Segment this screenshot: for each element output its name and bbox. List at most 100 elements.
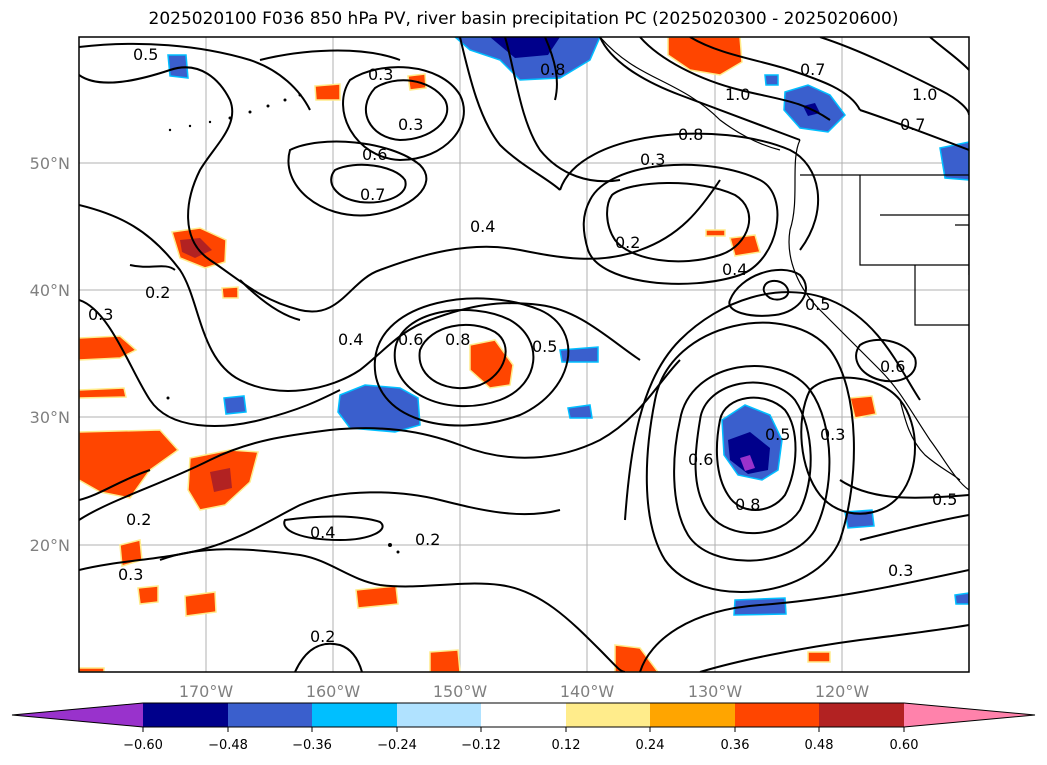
pv-contour [859,514,969,541]
precip-pos-region [849,395,877,419]
contour-label: 0.6 [688,450,713,469]
precip-pos-region [667,37,743,76]
contour-label: 0.4 [470,217,495,236]
contour-label: 0.7 [900,115,925,134]
pv-contour [699,624,969,672]
precip-pos-region [807,651,831,663]
contour-label: 0.4 [310,523,335,542]
precip-pos-region [79,335,138,361]
contour-label: 0.8 [445,330,470,349]
pv-contour [129,264,176,271]
lat-label: 50°N [30,154,70,173]
precip-negative-regions [167,37,969,616]
precip-pos-region [355,585,399,609]
pv-contour [79,66,721,313]
contour-label: 0.6 [398,330,423,349]
precip-pos-region [184,591,217,617]
precip-neg-region [733,597,787,616]
colorbar-tick-label: 0.36 [721,738,750,753]
contour-label: 0.2 [126,510,151,529]
pv-contour [582,163,779,285]
colorbar-bin [312,703,397,727]
precip-neg-region [223,395,247,415]
precip-neg-region [167,54,189,79]
colorbar-bin [819,703,904,727]
precip-pos-region [79,387,127,399]
contour-label: 0.2 [615,233,640,252]
precip-neg-region [337,384,421,433]
precip-neg-region [844,509,875,529]
contour-label: 0.5 [532,337,557,356]
colorbar-bin [397,703,481,727]
colorbar-tick-label: −0.12 [461,738,501,753]
pv-contour [839,479,969,499]
contour-label: 0.3 [118,565,143,584]
pv-contour [239,279,301,321]
pv-contour [504,37,621,183]
precip-pos-region [210,468,232,492]
contour-label: 0.6 [362,145,387,164]
contour-label: 0.3 [640,150,665,169]
pv-contour [459,37,561,191]
coastline-baja [899,399,961,481]
colorbar-tick-label: −0.60 [123,738,163,753]
map-title: 2025020100 F036 850 hPa PV, river basin … [148,9,899,29]
precip-neg-region [728,432,770,474]
colorbar-bin [228,703,312,727]
colorbar-tick-label: −0.36 [292,738,332,753]
pv-contour [819,37,969,116]
colorbar-tick-label: 0.60 [890,738,919,753]
colorbar-tick-label: −0.48 [208,738,248,753]
precip-pos-region [79,667,105,672]
contour-label: 0.5 [932,490,957,509]
precip-pos-region [79,429,180,499]
lat-label: 40°N [30,281,70,300]
pv-contour [79,299,341,427]
lon-label: 150°W [433,682,488,701]
colorbar-tick-label: 0.48 [805,738,834,753]
colorbar-bin [735,703,819,727]
contour-label: 0.8 [735,495,760,514]
contour-label: 0.2 [145,283,170,302]
precip-neg-region [453,37,601,81]
contour-label: 0.6 [880,357,905,376]
pv-contour [728,268,807,317]
colorbar-bin [650,703,735,727]
coastline-alaska-panhandle [599,37,781,151]
pv-contour [330,163,407,204]
pv-contour [342,66,465,162]
pv-contour [689,37,861,111]
colorbar-tick-label: 0.24 [636,738,665,753]
map-frame [78,36,970,673]
pv-contour [79,469,151,501]
coastlines [599,37,969,491]
precip-pos-region [705,229,726,237]
pv-contour [294,642,363,672]
precip-neg-region [559,346,599,363]
pv-contour [79,204,641,392]
pv-contour [929,37,969,71]
coastline-north-america [788,139,969,491]
precip-positive-regions [79,37,877,672]
precip-pos-region [729,234,761,257]
state-borders [859,175,969,326]
contour-label: 0.2 [415,530,440,549]
contour-label: 0.8 [540,60,565,79]
map-panel [79,37,969,672]
pv-contour [373,297,570,427]
contour-label: 0.8 [678,125,703,144]
colorbar-over-triangle [904,703,1035,727]
precip-neg-region [939,141,969,181]
pv-contour [418,323,507,390]
colorbar-bin [143,703,228,727]
precip-neg-region [764,74,779,86]
colorbar-bin [566,703,650,727]
pv-contour [79,359,681,521]
precip-neg-region [740,455,755,471]
longitude-labels: 170°W 160°W 150°W 140°W 130°W 120°W [179,682,870,701]
contour-label: 0.3 [888,561,913,580]
pv-contour [639,37,831,121]
pv-contour [79,42,311,111]
pv-contour [283,515,384,542]
contour-label: 0.4 [338,330,363,349]
